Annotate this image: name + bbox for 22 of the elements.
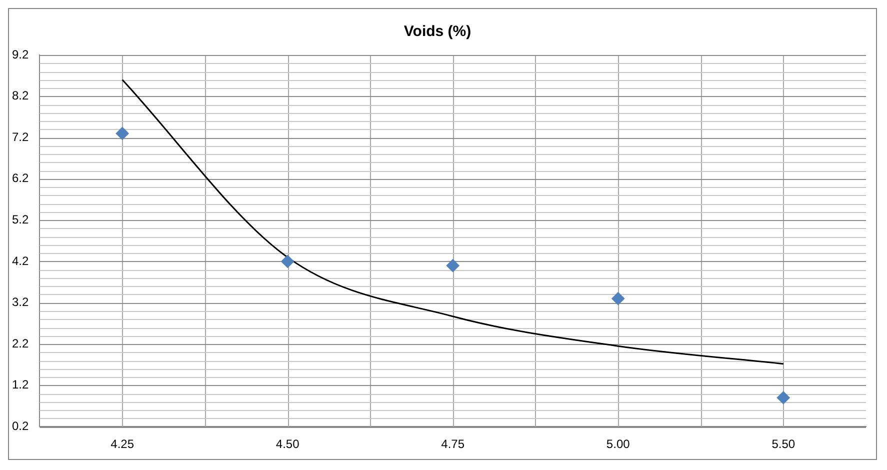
y-tick-label: 5.2 xyxy=(12,212,29,226)
y-tick-label: 4.2 xyxy=(12,254,29,268)
x-tick-label: 5.00 xyxy=(606,437,630,452)
point xyxy=(776,391,790,404)
point xyxy=(281,254,294,268)
y-tick-label: 8.2 xyxy=(12,88,29,103)
y-tick-label: 2.2 xyxy=(12,336,29,350)
point xyxy=(446,259,460,272)
y-tick-label: 3.2 xyxy=(12,295,29,310)
y-tick-label: 9.2 xyxy=(12,47,29,62)
line-series xyxy=(122,79,784,365)
chart-title: Voids (%) xyxy=(404,23,472,40)
x-tick-label: 4.25 xyxy=(110,437,134,452)
y-tick-label: 1.2 xyxy=(12,378,29,392)
x-tick-label: 4.50 xyxy=(276,437,300,452)
point xyxy=(612,292,625,306)
y-tick-label: 7.2 xyxy=(12,130,29,144)
point xyxy=(116,126,129,140)
y-tick-label: 6.2 xyxy=(12,171,29,186)
x-tick-label: 5.50 xyxy=(772,437,796,452)
y-tick-label: 0.2 xyxy=(12,418,29,433)
x-tick-label: 4.75 xyxy=(441,437,465,452)
